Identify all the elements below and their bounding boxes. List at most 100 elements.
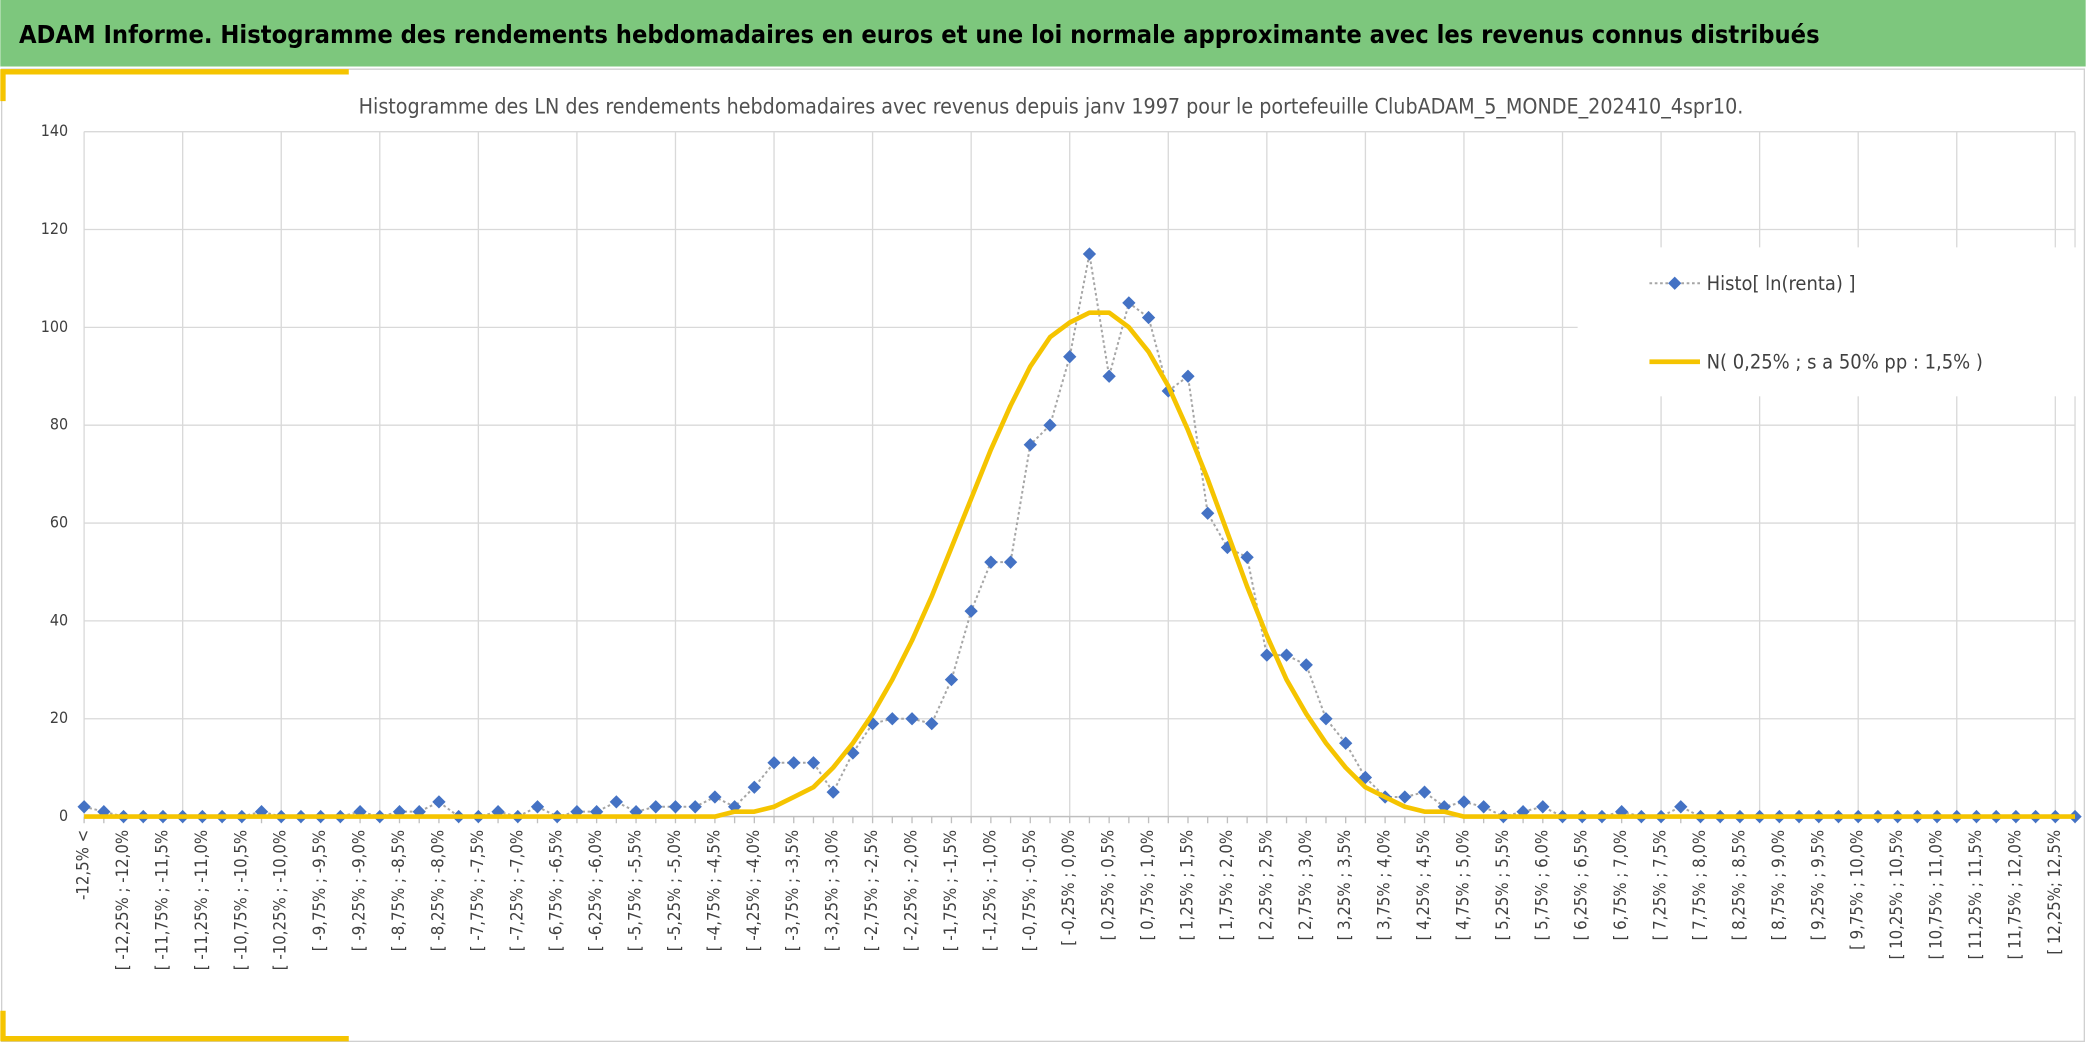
histo-marker: [1023, 438, 1037, 452]
y-tick-label: 140: [41, 121, 68, 140]
x-tick-label: [ 4,25% ; 4,5%: [1414, 830, 1433, 941]
x-tick-label: [ 0,75% ; 1,0%: [1138, 830, 1157, 941]
x-tick-label: [ -1,25% ; -1,0%: [980, 830, 999, 951]
histo-marker: [1417, 785, 1432, 799]
histo-marker: [1536, 800, 1550, 814]
x-tick-label: -12,5% <: [74, 830, 93, 900]
x-tick-label: [ -9,75% ; -9,5%: [310, 830, 329, 951]
x-tick-label: [ 1,25% ; 1,5%: [1177, 830, 1196, 941]
x-tick-label: [ 4,75% ; 5,0%: [1453, 830, 1472, 941]
histo-marker: [885, 712, 899, 726]
histo-marker: [688, 800, 702, 814]
y-tick-label: 80: [50, 415, 68, 434]
histo-marker: [787, 756, 801, 770]
x-tick-label: [ -11,75% ; -11,5%: [152, 830, 171, 970]
histo-marker: [964, 604, 978, 618]
histo-marker: [708, 790, 722, 804]
legend-swatch: [1668, 276, 1682, 290]
histo-marker: [1398, 790, 1412, 804]
x-tick-label: [ 8,25% ; 8,5%: [1729, 830, 1748, 941]
x-tick-label: [ -3,75% ; -3,5%: [783, 830, 802, 951]
x-tick-label: [ -5,75% ; -5,5%: [626, 830, 645, 951]
x-tick-label: [ -11,25% ; -11,0%: [192, 830, 211, 970]
x-tick-label: [ 5,75% ; 6,0%: [1532, 830, 1551, 941]
histo-marker: [1102, 369, 1116, 383]
histo-marker: [1043, 418, 1057, 432]
x-tick-label: [ -4,75% ; -4,5%: [704, 830, 723, 951]
histo-marker: [609, 795, 623, 809]
header-bar: [0, 0, 2086, 67]
histo-marker: [1141, 310, 1156, 325]
chart-title: Histogramme des LN des rendements hebdom…: [359, 95, 1744, 120]
x-tick-label: [ 11,25% ; 11,5%: [1966, 830, 1985, 960]
x-tick-label: [ 7,25% ; 7,5%: [1651, 830, 1670, 941]
x-tick-label: [ -10,75% ; -10,5%: [231, 830, 250, 970]
x-tick-label: [ 6,25% ; 6,5%: [1572, 830, 1591, 941]
x-tick-label: [ 2,25% ; 2,5%: [1256, 830, 1275, 941]
x-tick-label: [ 9,75% ; 10,0%: [1848, 830, 1867, 950]
x-tick-label: [ -10,25% ; -10,0%: [271, 830, 290, 970]
x-tick-label: [ 3,25% ; 3,5%: [1335, 830, 1354, 941]
x-tick-label: [ -2,75% ; -2,5%: [862, 830, 881, 951]
histo-marker: [1299, 658, 1313, 672]
histo-marker: [984, 555, 998, 569]
histo-marker: [1122, 296, 1136, 310]
x-tick-label: [ 0,25% ; 0,5%: [1099, 830, 1118, 941]
histo-marker: [747, 780, 761, 794]
x-tick-label: [ -7,75% ; -7,5%: [468, 830, 487, 951]
x-tick-label: [ -6,25% ; -6,0%: [586, 830, 605, 951]
x-tick-label: [ -6,75% ; -6,5%: [547, 830, 566, 951]
histo-marker: [1358, 770, 1373, 785]
x-tick-label: [ 11,75% ; 12,0%: [2005, 830, 2024, 960]
histo-marker: [649, 800, 663, 814]
x-tick-label: [ 7,75% ; 8,0%: [1690, 830, 1709, 941]
x-tick-label: [ 9,25% ; 9,5%: [1808, 830, 1827, 941]
histo-marker: [1279, 648, 1294, 662]
x-tick-label: [ -5,25% ; -5,0%: [665, 830, 684, 951]
histo-marker: [530, 800, 545, 814]
histo-marker: [1319, 712, 1333, 726]
x-tick-label: [ 6,75% ; 7,0%: [1611, 830, 1630, 941]
x-tick-label: [ -7,25% ; -7,0%: [507, 830, 526, 951]
y-tick-label: 100: [41, 317, 68, 336]
histo-marker: [767, 756, 781, 770]
normal-curve: [84, 310, 2076, 819]
histo-marker: [1477, 800, 1491, 814]
x-tick-label: [ -2,25% ; -2,0%: [902, 830, 921, 951]
x-tick-label: [ 10,25% ; 10,5%: [1887, 830, 1906, 960]
x-tick-label: [ -0,75% ; -0,5%: [1020, 830, 1039, 951]
histo-marker: [1003, 555, 1018, 569]
x-tick-label: [ 5,25% ; 5,5%: [1493, 830, 1512, 941]
x-tick-label: [ -8,75% ; -8,5%: [389, 830, 408, 951]
corner-accent: [0, 1010, 349, 1042]
histo-marker: [1201, 506, 1215, 520]
histo-marker: [1063, 350, 1077, 364]
histo-marker: [1674, 800, 1688, 814]
histo-marker: [668, 800, 683, 814]
histo-marker: [944, 672, 959, 687]
histo-marker: [1457, 795, 1471, 809]
legend-box: [1577, 247, 2084, 397]
histo-marker: [1181, 369, 1195, 383]
y-tick-label: 20: [50, 708, 68, 727]
x-tick-label: [ -4,25% ; -4,0%: [744, 830, 763, 951]
histo-marker: [925, 716, 939, 731]
x-tick-label: [ 1,75% ; 2,0%: [1217, 830, 1236, 941]
y-tick-label: 40: [50, 610, 68, 629]
x-tick-label: [ 2,75% ; 3,0%: [1296, 830, 1315, 941]
histo-marker: [1082, 247, 1097, 261]
y-tick-label: 0: [59, 806, 68, 825]
y-tick-label: 120: [41, 219, 68, 238]
x-tick-label: [ 12,25%; 12,5%: [2045, 830, 2064, 955]
x-tick-label: [ -0,25% ; 0,0%: [1059, 830, 1078, 946]
x-tick-label: [ -3,25% ; -3,0%: [823, 830, 842, 951]
x-tick-label: [ -1,75% ; -1,5%: [941, 830, 960, 951]
x-tick-label: [ 10,75% ; 11,0%: [1927, 830, 1946, 960]
histo-marker: [806, 756, 821, 770]
legend-label: N( 0,25% ; s a 50% pp : 1,5% ): [1707, 350, 1983, 374]
legend-label: Histo[ ln(renta) ]: [1707, 271, 1856, 295]
x-tick-label: [ 3,75% ; 4,0%: [1375, 830, 1394, 941]
x-tick-label: [ -8,25% ; -8,0%: [428, 830, 447, 951]
histo-marker: [905, 712, 919, 726]
